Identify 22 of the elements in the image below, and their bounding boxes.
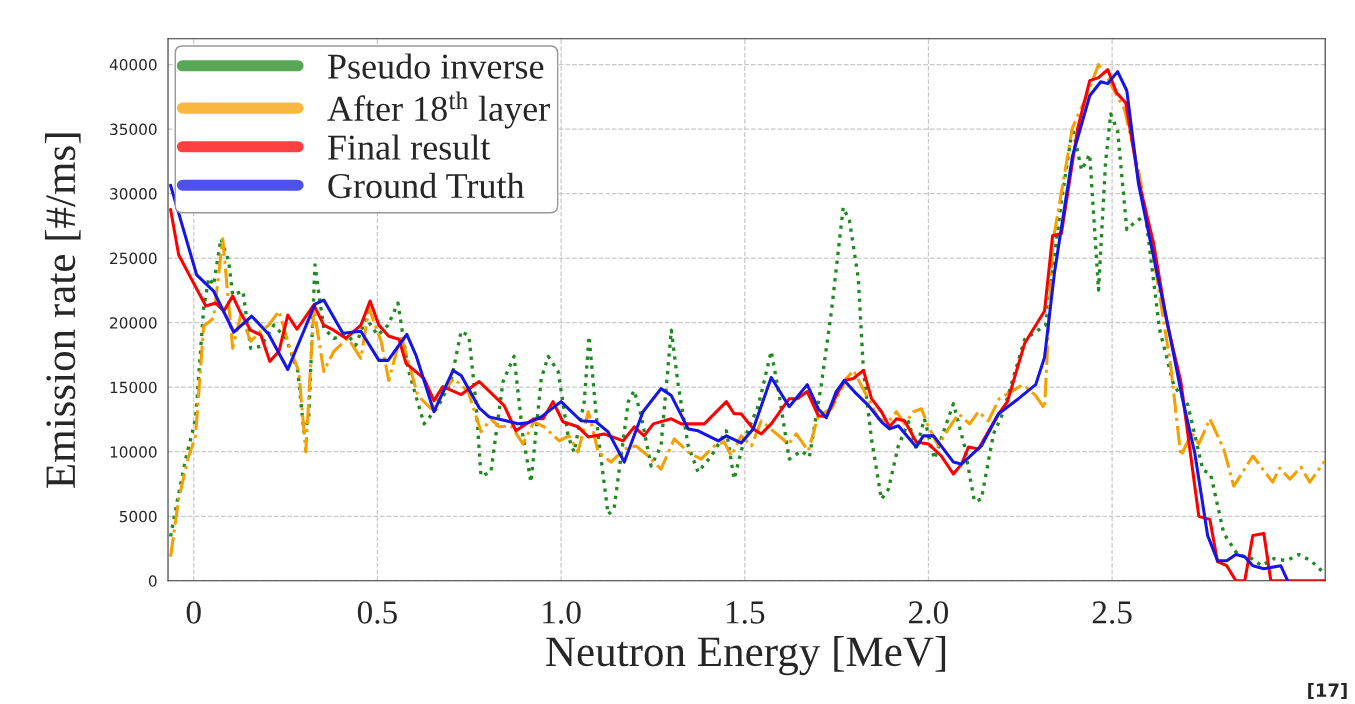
y-tick-label: 25000: [110, 252, 157, 265]
y-tick-label: 5000: [119, 510, 157, 523]
x-tick-label: 0.5: [357, 601, 397, 624]
legend-label: Ground Truth: [328, 172, 525, 199]
y-tick-label: 35000: [110, 123, 157, 136]
text: [17]: [1308, 683, 1347, 700]
y-tick-label: 0: [148, 575, 157, 587]
x-tick-label: 1.0: [543, 601, 581, 624]
y-tick-label: 10000: [110, 446, 157, 458]
y-axis-title: Emission rate [#/ms]: [44, 133, 81, 488]
legend-label: After 18$^{th}$ layer: [327, 91, 550, 129]
y-tick-label: 30000: [110, 188, 157, 200]
y-tick-label: 40000: [109, 59, 157, 71]
x-tick-label: 2.5: [1092, 601, 1132, 624]
y-tick-label: 15000: [110, 381, 157, 394]
x-tick-label: 0: [186, 601, 201, 624]
x-axis-title: Neutron Energy [MeV]: [546, 636, 946, 676]
legend-label: Pseudo inverse: [327, 53, 544, 79]
legend-label: Final result: [327, 134, 491, 160]
x-tick-label: 2.0: [909, 601, 949, 624]
y-tick-label: 20000: [110, 317, 157, 329]
x-tick-label: 1.5: [726, 601, 765, 624]
